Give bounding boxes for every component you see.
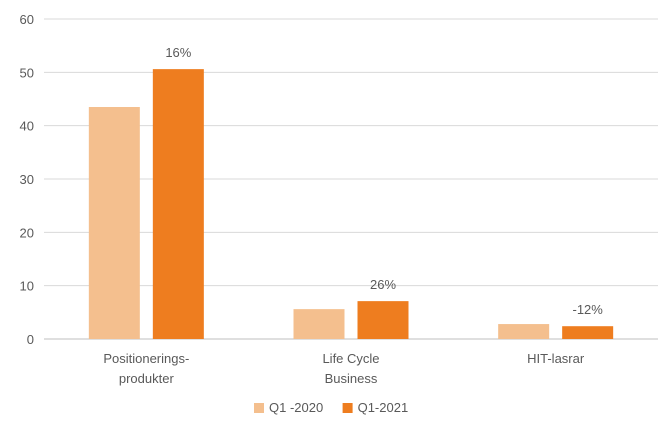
legend-label: Q1 -2020 [269, 400, 323, 415]
y-tick-label: 60 [20, 12, 34, 27]
bar-q1-2021 [152, 69, 204, 339]
legend-label: Q1-2021 [358, 400, 409, 415]
legend-swatch [254, 403, 264, 413]
bar-q1-2021 [357, 301, 409, 339]
y-tick-label: 10 [20, 279, 34, 294]
change-annotation: 26% [370, 277, 396, 292]
bar-q1-2020 [88, 107, 140, 339]
y-tick-label: 40 [20, 119, 34, 134]
category-label: Business [325, 371, 378, 386]
change-annotation: 16% [165, 45, 191, 60]
y-tick-label: 0 [27, 332, 34, 347]
bar-q1-2020 [293, 309, 345, 339]
bar-q1-2021 [562, 326, 614, 339]
y-tick-label: 20 [20, 225, 34, 240]
change-annotation: -12% [572, 302, 603, 317]
y-tick-label: 50 [20, 65, 34, 80]
bar-q1-2020 [498, 324, 550, 339]
category-label: produkter [119, 371, 175, 386]
y-tick-label: 30 [20, 172, 34, 187]
category-label: HIT-lasrar [527, 351, 585, 366]
category-label: Positionerings- [103, 351, 189, 366]
legend-swatch [342, 403, 353, 413]
category-label: Life Cycle [322, 351, 379, 366]
